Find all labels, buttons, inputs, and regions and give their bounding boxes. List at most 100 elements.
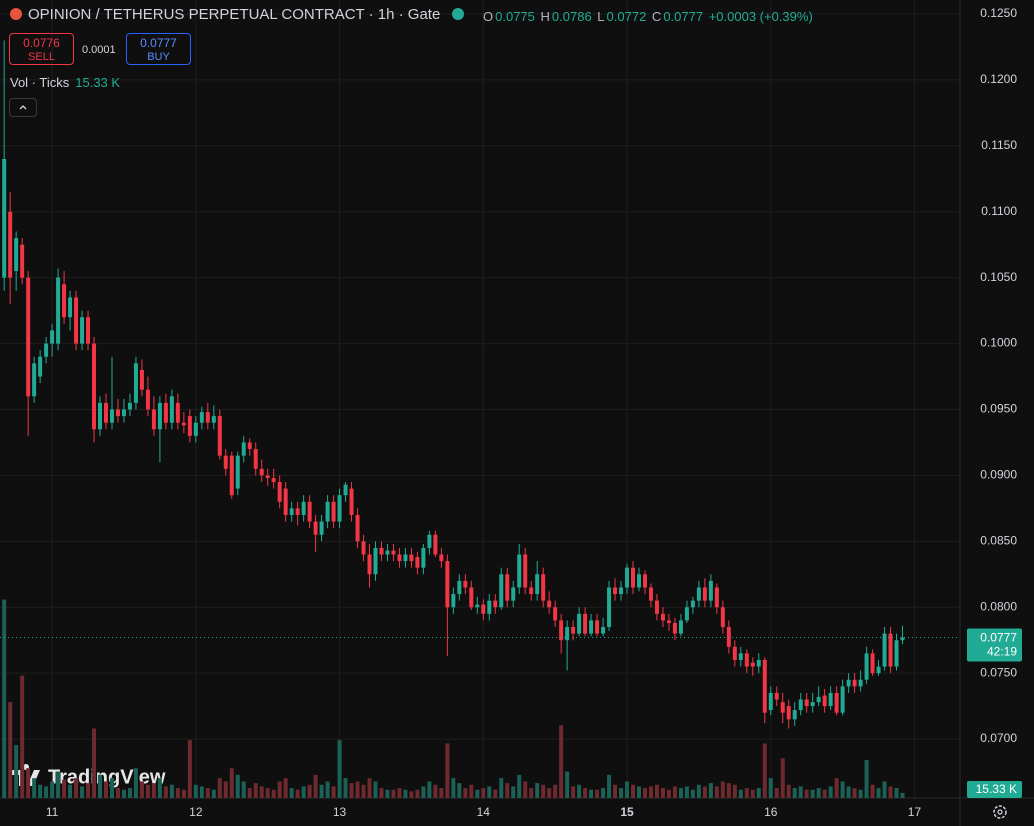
header: OPINION / TETHERUS PERPETUAL CONTRACT · … [10,6,465,23]
volume-bar [2,599,7,798]
candle-body [876,666,881,674]
y-tick-label: 0.0700 [980,731,1017,745]
y-tick-label: 0.1050 [980,270,1017,284]
ohlc-key: C [651,9,662,24]
volume-bar [894,788,899,798]
volume-bar [595,789,600,798]
candle-body [421,547,426,568]
volume-bar [774,788,779,798]
volume-bar [511,786,516,798]
candle-body [511,587,516,601]
volume-bar [744,788,749,798]
volume-bar [301,786,306,798]
volume-bar [121,789,126,798]
settings-icon-center [997,809,1003,815]
candle-body [98,402,103,430]
candle-body [631,567,636,588]
candle-body [708,580,713,601]
volume-bar [283,778,288,798]
volume-bar [577,784,582,798]
volume-bar [810,789,815,798]
candle-body [397,554,402,562]
volume-bar [846,786,851,798]
volume-bar [654,784,659,798]
candle-body [816,696,821,703]
volume-bar [481,788,486,798]
candle-body [840,686,845,713]
volume-bar [145,784,150,798]
volume-bar [157,778,162,798]
volume-bar [666,789,671,798]
status-dot [452,8,465,20]
candle-body [187,416,192,436]
volume-bar [104,781,109,798]
candle-body [8,211,13,278]
volume-bar [397,788,402,798]
y-tick-label: 0.1200 [980,72,1017,86]
candle-body [20,244,25,278]
x-tick-label: 16 [764,805,778,819]
candle-body [547,600,552,608]
volume-bar [127,788,132,798]
volume-bar [38,784,43,798]
candle-body [44,343,49,357]
candle-body [804,699,809,707]
volume-bar [385,789,390,798]
candle-body [26,277,31,397]
candle-body [601,627,606,634]
candle-body [487,600,492,614]
chart-title[interactable]: OPINION / TETHERUS PERPETUAL CONTRACT · … [28,6,441,23]
candle-body [415,557,420,568]
candle-body [529,587,534,595]
candle-body [259,468,264,476]
volume-bar [98,774,103,798]
candle-body [732,646,737,660]
candle-body [319,521,324,535]
sell-button[interactable]: 0.0776 SELL [9,33,74,65]
candle-body [684,607,689,621]
candle-body [157,402,162,430]
volume-bar [816,788,821,798]
candle-body [463,580,468,588]
y-tick-label: 0.0950 [980,402,1017,416]
candle-body [660,613,665,621]
candle-body [690,600,695,608]
volume-bar [804,789,809,798]
volume-bar [750,789,755,798]
candle-body [535,574,540,595]
volume-bar [684,786,689,798]
candle-body [2,158,7,278]
ohlc-key: O [483,9,494,24]
candle-body [894,640,899,667]
candle-body [62,284,67,318]
candle-body [666,620,671,624]
volume-bar [181,789,186,798]
buy-button[interactable]: 0.0777 BUY [126,33,191,65]
candle-body [325,501,330,522]
volume-bar [690,789,695,798]
volume-bar [217,778,222,798]
candle-body [439,554,444,562]
volume-bar [253,783,258,798]
last-price-label: 0.0777 [980,631,1017,645]
volume-bar [193,784,198,798]
volume-bar [870,784,875,798]
volume-bar [900,792,905,798]
volume-legend: Vol · Ticks 15.33 K [10,75,120,90]
y-tick-label: 0.0800 [980,599,1017,613]
volume-bar [151,783,156,798]
candle-body [343,484,348,496]
candle-body [32,363,37,397]
candle-body [211,416,216,423]
ohlc-key: L [597,9,605,24]
y-tick-label: 0.0750 [980,665,1017,679]
candle-body [104,402,109,423]
x-tick-label: 12 [189,805,203,819]
candle-body [217,416,222,456]
volume-bar [235,774,240,798]
candle-body [846,679,851,687]
collapse-button[interactable] [9,98,37,117]
candle-body [702,587,707,601]
volume-bar [834,778,839,798]
settings-button[interactable] [993,805,1007,819]
